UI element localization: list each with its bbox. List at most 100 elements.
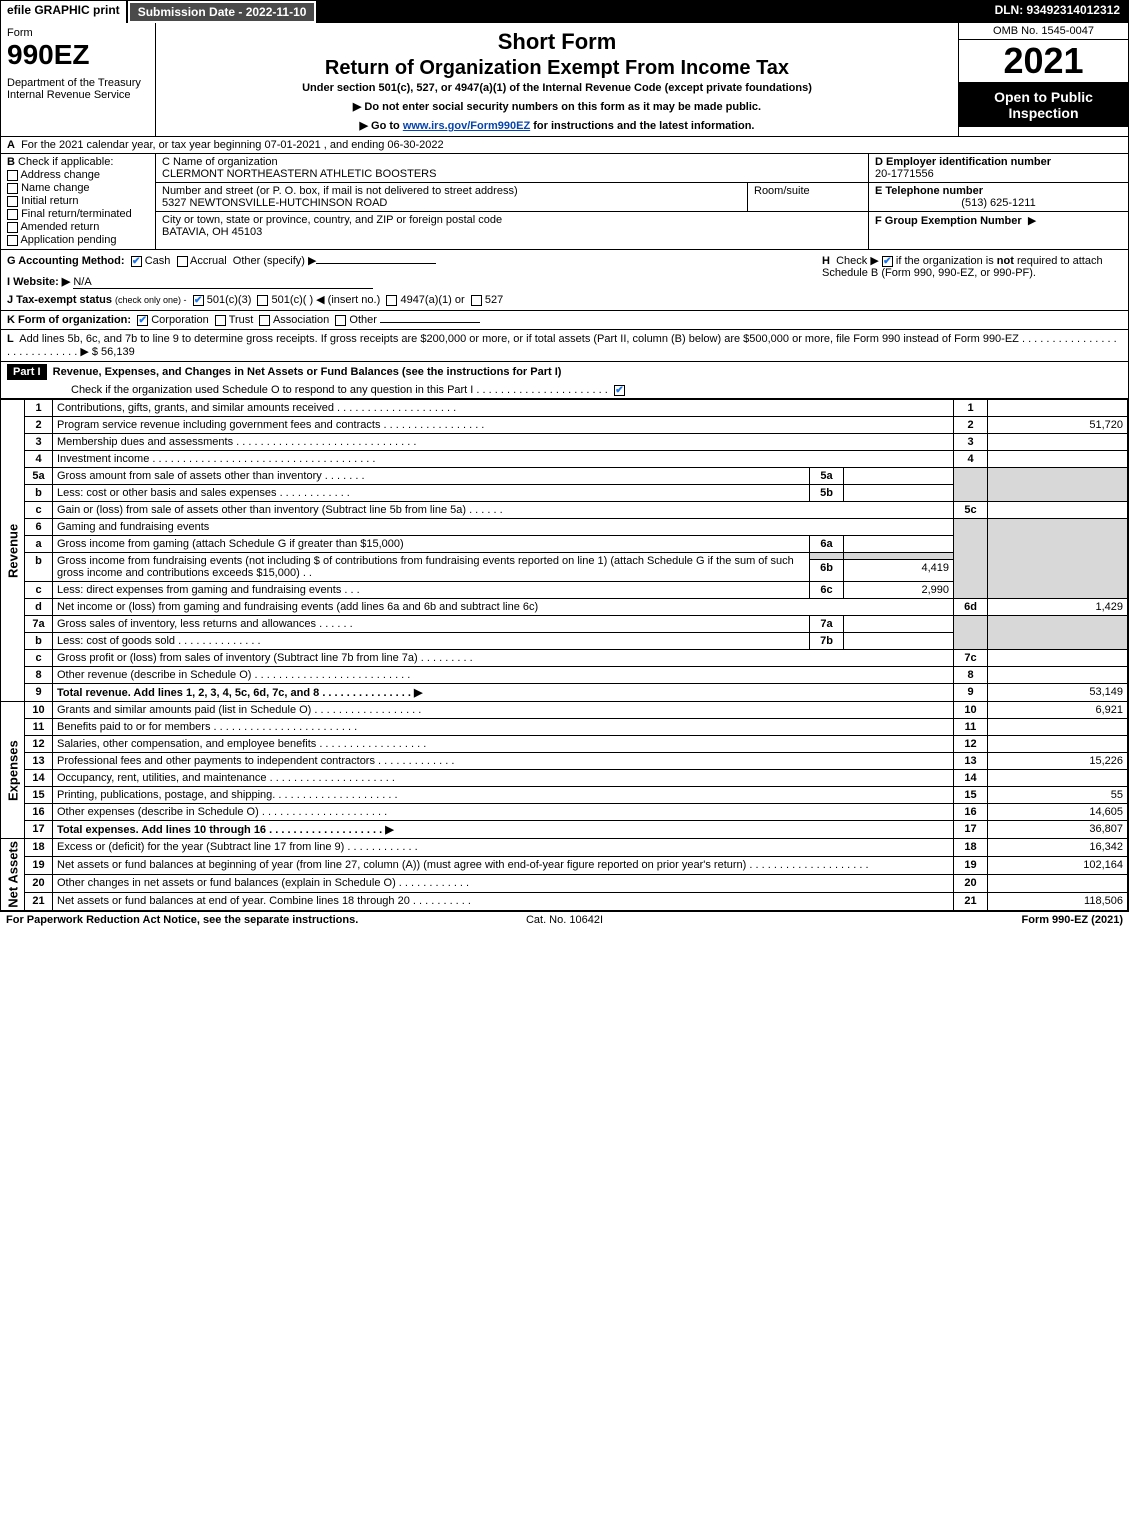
line-6: 6Gaming and fundraising events: [1, 519, 1128, 536]
line-9: 9Total revenue. Add lines 1, 2, 3, 4, 5c…: [1, 684, 1128, 702]
line-6d: dNet income or (loss) from gaming and fu…: [1, 599, 1128, 616]
omb-number: OMB No. 1545-0047: [959, 23, 1128, 40]
g-label: G Accounting Method:: [7, 255, 125, 267]
goto-note: ▶ Go to www.irs.gov/Form990EZ for instru…: [164, 119, 950, 132]
revenue-label: Revenue: [1, 400, 25, 702]
chk-trust[interactable]: [215, 315, 226, 326]
j-label: J Tax-exempt status: [7, 294, 112, 306]
form-ref: Form 990-EZ (2021): [751, 914, 1123, 926]
line-14: 14Occupancy, rent, utilities, and mainte…: [1, 770, 1128, 787]
page-footer: For Paperwork Reduction Act Notice, see …: [0, 912, 1129, 928]
chk-4947[interactable]: [386, 295, 397, 306]
c-city-label: City or town, state or province, country…: [162, 214, 862, 226]
row-k: K Form of organization: Corporation Trus…: [1, 311, 1128, 330]
dln: DLN: 93492314012312: [987, 1, 1128, 23]
d-label: D Employer identification number: [875, 156, 1051, 168]
website: N/A: [73, 276, 373, 289]
paperwork-notice: For Paperwork Reduction Act Notice, see …: [6, 914, 378, 926]
form-number: 990EZ: [7, 39, 149, 71]
phone: (513) 625-1211: [875, 197, 1122, 209]
i-label: I Website: ▶: [7, 276, 70, 288]
line-20: 20Other changes in net assets or fund ba…: [1, 874, 1128, 892]
main-title: Return of Organization Exempt From Incom…: [164, 57, 950, 80]
chk-app-pending[interactable]: Application pending: [7, 234, 149, 246]
header-center: Short Form Return of Organization Exempt…: [156, 23, 958, 136]
netassets-label: Net Assets: [1, 839, 25, 911]
efile-print[interactable]: efile GRAPHIC print: [1, 1, 128, 23]
chk-schedule-o[interactable]: [614, 385, 625, 396]
line-12: 12Salaries, other compensation, and empl…: [1, 736, 1128, 753]
department: Department of the Treasury Internal Reve…: [7, 77, 149, 101]
c-name-label: C Name of organization: [162, 156, 862, 168]
l-amount: 56,139: [101, 346, 135, 358]
line-18: Net Assets 18Excess or (deficit) for the…: [1, 839, 1128, 857]
topbar: efile GRAPHIC print Submission Date - 20…: [1, 1, 1128, 23]
f-label: F Group Exemption Number: [875, 215, 1022, 227]
chk-other-org[interactable]: [335, 315, 346, 326]
line-16: 16Other expenses (describe in Schedule O…: [1, 804, 1128, 821]
cat-no: Cat. No. 10642I: [378, 914, 750, 926]
subtitle: Under section 501(c), 527, or 4947(a)(1)…: [164, 82, 950, 94]
chk-cash[interactable]: [131, 256, 142, 267]
line-5a: 5aGross amount from sale of assets other…: [1, 468, 1128, 485]
line-7c: cGross profit or (loss) from sales of in…: [1, 650, 1128, 667]
c-addr-label: Number and street (or P. O. box, if mail…: [162, 185, 741, 197]
line-7a: 7aGross sales of inventory, less returns…: [1, 616, 1128, 633]
submission-date: Submission Date - 2022-11-10: [128, 1, 317, 23]
part-i-header: Part I Revenue, Expenses, and Changes in…: [1, 362, 1128, 399]
org-name: CLERMONT NORTHEASTERN ATHLETIC BOOSTERS: [162, 168, 862, 180]
line-1: Revenue 1Contributions, gifts, grants, a…: [1, 400, 1128, 417]
e-label: E Telephone number: [875, 185, 983, 197]
chk-h[interactable]: [882, 256, 893, 267]
org-city: BATAVIA, OH 45103: [162, 226, 862, 238]
open-inspection: Open to Public Inspection: [959, 83, 1128, 127]
chk-corp[interactable]: [137, 315, 148, 326]
header-right: OMB No. 1545-0047 2021 Open to Public In…: [958, 23, 1128, 136]
org-address: 5327 NEWTONSVILLE-HUTCHINSON ROAD: [162, 197, 741, 209]
room-label: Room/suite: [754, 185, 862, 197]
expenses-label: Expenses: [1, 702, 25, 839]
chk-assoc[interactable]: [259, 315, 270, 326]
other-specify[interactable]: [316, 263, 436, 264]
irs-link[interactable]: www.irs.gov/Form990EZ: [403, 120, 530, 132]
line-13: 13Professional fees and other payments t…: [1, 753, 1128, 770]
line-3: 3Membership dues and assessments . . . .…: [1, 434, 1128, 451]
line-17: 17Total expenses. Add lines 10 through 1…: [1, 821, 1128, 839]
chk-501c3[interactable]: [193, 295, 204, 306]
row-gh: G Accounting Method: Cash Accrual Other …: [1, 250, 1128, 311]
h-label: H: [822, 255, 830, 267]
row-l: L Add lines 5b, 6c, and 7b to line 9 to …: [1, 330, 1128, 362]
line-11: 11Benefits paid to or for members . . . …: [1, 719, 1128, 736]
line-5c: cGain or (loss) from sale of assets othe…: [1, 502, 1128, 519]
line-4: 4Investment income . . . . . . . . . . .…: [1, 451, 1128, 468]
header-left: Form 990EZ Department of the Treasury In…: [1, 23, 156, 136]
col-de: D Employer identification number 20-1771…: [868, 154, 1128, 249]
ssn-note: ▶ Do not enter social security numbers o…: [164, 100, 950, 113]
line-21: 21Net assets or fund balances at end of …: [1, 892, 1128, 910]
line-19: 19Net assets or fund balances at beginni…: [1, 856, 1128, 874]
chk-final-return[interactable]: Final return/terminated: [7, 208, 149, 220]
line-10: Expenses 10Grants and similar amounts pa…: [1, 702, 1128, 719]
row-a: A For the 2021 calendar year, or tax yea…: [1, 137, 1128, 154]
chk-address-change[interactable]: Address change: [7, 169, 149, 181]
chk-527[interactable]: [471, 295, 482, 306]
chk-name-change[interactable]: Name change: [7, 182, 149, 194]
part-i-title: Revenue, Expenses, and Changes in Net As…: [53, 366, 562, 378]
part-i-note: Check if the organization used Schedule …: [71, 384, 608, 396]
form-word: Form: [7, 27, 149, 39]
line-15: 15Printing, publications, postage, and s…: [1, 787, 1128, 804]
part-i-badge: Part I: [7, 364, 47, 380]
chk-amended-return[interactable]: Amended return: [7, 221, 149, 233]
chk-501c[interactable]: [257, 295, 268, 306]
section-bcdef: B Check if applicable: Address change Na…: [1, 154, 1128, 250]
short-form-title: Short Form: [164, 29, 950, 55]
col-c: C Name of organization CLERMONT NORTHEAS…: [156, 154, 868, 249]
chk-initial-return[interactable]: Initial return: [7, 195, 149, 207]
chk-accrual[interactable]: [177, 256, 188, 267]
form-header: Form 990EZ Department of the Treasury In…: [1, 23, 1128, 137]
line-2: 2Program service revenue including gover…: [1, 417, 1128, 434]
lines-table: Revenue 1Contributions, gifts, grants, a…: [1, 399, 1128, 911]
tax-year: 2021: [959, 40, 1128, 83]
form-990ez: efile GRAPHIC print Submission Date - 20…: [0, 0, 1129, 912]
ein: 20-1771556: [875, 168, 1122, 180]
